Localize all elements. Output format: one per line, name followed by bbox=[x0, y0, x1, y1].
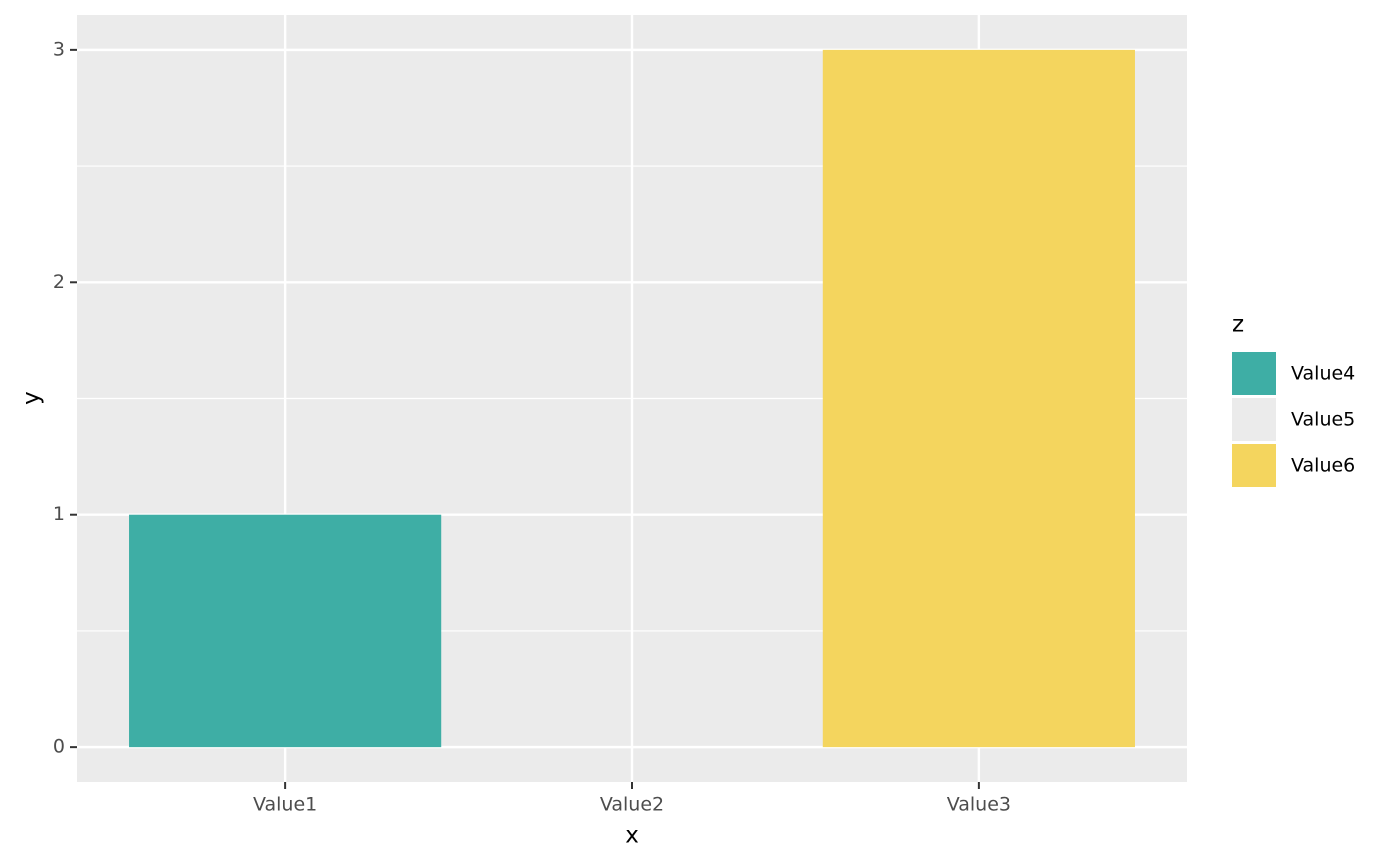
bar bbox=[129, 514, 442, 748]
bar bbox=[822, 49, 1135, 748]
y-axis-title: y bbox=[19, 391, 45, 405]
x-axis-title: x bbox=[625, 823, 639, 849]
x-tick-label: Value1 bbox=[253, 794, 317, 816]
y-tick-label: 3 bbox=[53, 38, 65, 60]
legend-key bbox=[1232, 352, 1276, 395]
x-tick-label: Value2 bbox=[600, 794, 664, 816]
legend-key bbox=[1232, 398, 1276, 441]
y-tick-label: 2 bbox=[53, 271, 65, 293]
y-tick-label: 0 bbox=[53, 736, 65, 758]
legend-label: Value4 bbox=[1291, 363, 1355, 385]
legend-key bbox=[1232, 444, 1276, 487]
legend-label: Value6 bbox=[1291, 455, 1355, 477]
legend-label: Value5 bbox=[1291, 409, 1355, 431]
y-tick-label: 1 bbox=[53, 503, 65, 525]
legend-title: z bbox=[1232, 312, 1244, 338]
x-tick-label: Value3 bbox=[947, 794, 1011, 816]
